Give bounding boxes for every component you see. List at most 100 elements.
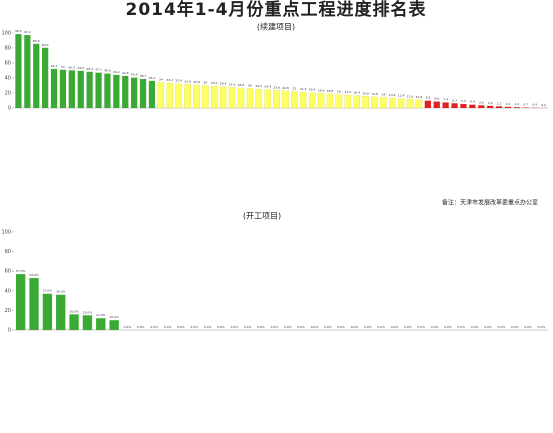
bar [389, 98, 395, 108]
bar [78, 71, 84, 108]
bar [33, 44, 39, 108]
value-label: 1.6 [506, 102, 511, 106]
value-label: 5.3 [461, 99, 466, 103]
bar [416, 100, 422, 108]
bar [291, 92, 297, 109]
bar [184, 84, 190, 108]
value-label: 0.0% [391, 325, 399, 329]
value-label: 6.3 [452, 98, 457, 102]
value-label: 4.4 [470, 100, 475, 104]
bar [238, 88, 244, 108]
value-label: 47.1 [95, 68, 102, 72]
bar [380, 98, 386, 109]
value-label: 0.0% [511, 325, 519, 329]
value-label: 51 [61, 65, 65, 69]
value-label: 49.5 [77, 66, 84, 70]
value-label: 14 [381, 93, 385, 97]
bar [496, 106, 502, 108]
bar [131, 78, 137, 108]
value-label: 28.4 [220, 82, 227, 86]
value-label: 98.5 [15, 29, 22, 33]
value-label: 0.0% [271, 325, 279, 329]
value-label: 36.2 [149, 76, 156, 80]
value-label: 23.6 [273, 85, 280, 89]
bar [158, 83, 164, 109]
bar [16, 274, 25, 330]
chart-title: (开工项目) [243, 212, 281, 221]
bar [96, 318, 105, 330]
bar [193, 85, 199, 108]
value-label: 0.0% [137, 325, 145, 329]
bar [407, 99, 413, 108]
note: 备注：天津市发展改革委重点办公室 [442, 199, 538, 207]
value-label: 0.0% [457, 325, 465, 329]
value-label: 0.0% [431, 325, 439, 329]
value-label: 44.2 [113, 70, 120, 74]
value-label: 0.0% [417, 325, 425, 329]
value-label: 0.0% [484, 325, 492, 329]
y-tick-label: 80 [5, 46, 11, 52]
bar [109, 320, 118, 330]
value-label: 0.0% [311, 325, 319, 329]
bar [443, 102, 449, 108]
value-label: 45.9 [104, 69, 111, 73]
value-label: 0.7 [523, 102, 528, 106]
bar [505, 107, 511, 108]
bar [478, 105, 484, 108]
bar [220, 87, 226, 108]
value-label: 57.0% [16, 269, 26, 273]
bar [113, 75, 119, 108]
bar [43, 294, 52, 330]
bar [514, 107, 520, 108]
chart-title: (续建项目) [257, 22, 295, 32]
bar [273, 90, 279, 108]
bar [523, 107, 529, 108]
bar [336, 95, 342, 109]
value-label: 97.2 [24, 30, 31, 34]
value-label: 12.0% [96, 313, 106, 317]
bar [51, 69, 57, 108]
value-label: 0.4 [532, 103, 537, 107]
bar [87, 72, 93, 108]
bar [300, 92, 306, 108]
value-label: 16.4 [353, 91, 360, 95]
y-tick-label: 100 [1, 31, 11, 37]
y-tick-label: 40 [5, 76, 11, 82]
bar [149, 81, 155, 108]
value-label: 3.6 [479, 100, 484, 104]
bar [469, 105, 475, 108]
value-label: 25.2 [255, 84, 262, 88]
value-label: 21.2 [300, 87, 307, 91]
bar [451, 103, 457, 108]
value-label: 0.0% [538, 325, 546, 329]
value-label: 0.0% [150, 325, 158, 329]
value-label: 0.0% [124, 325, 132, 329]
bar [42, 48, 48, 108]
y-tick-label: 0 [8, 328, 11, 334]
value-label: 16.0% [69, 309, 79, 313]
bar [460, 104, 466, 108]
value-label: 14.8 [371, 92, 378, 96]
bar [318, 93, 324, 108]
value-label: 34 [159, 78, 163, 82]
value-label: 0.0% [297, 325, 305, 329]
value-label: 17.2 [344, 90, 351, 94]
value-label: 24.4 [264, 85, 271, 89]
y-tick-label: 20 [5, 91, 11, 97]
bar [83, 315, 92, 330]
value-label: 32.4 [175, 79, 182, 83]
y-tick-label: 100 [1, 230, 11, 236]
bar [24, 35, 30, 108]
value-label: 36.0% [56, 290, 66, 294]
value-label: 52.1 [51, 64, 58, 68]
value-label: 12.4 [398, 94, 405, 98]
bar [309, 93, 315, 108]
value-label: 11.6 [407, 94, 414, 98]
value-label: 10.0% [109, 315, 119, 319]
bar [29, 278, 38, 330]
value-label: 15.0% [83, 310, 93, 314]
bar [487, 106, 493, 108]
bar [398, 99, 404, 108]
value-label: 1.1 [514, 102, 519, 106]
bar [247, 89, 253, 109]
